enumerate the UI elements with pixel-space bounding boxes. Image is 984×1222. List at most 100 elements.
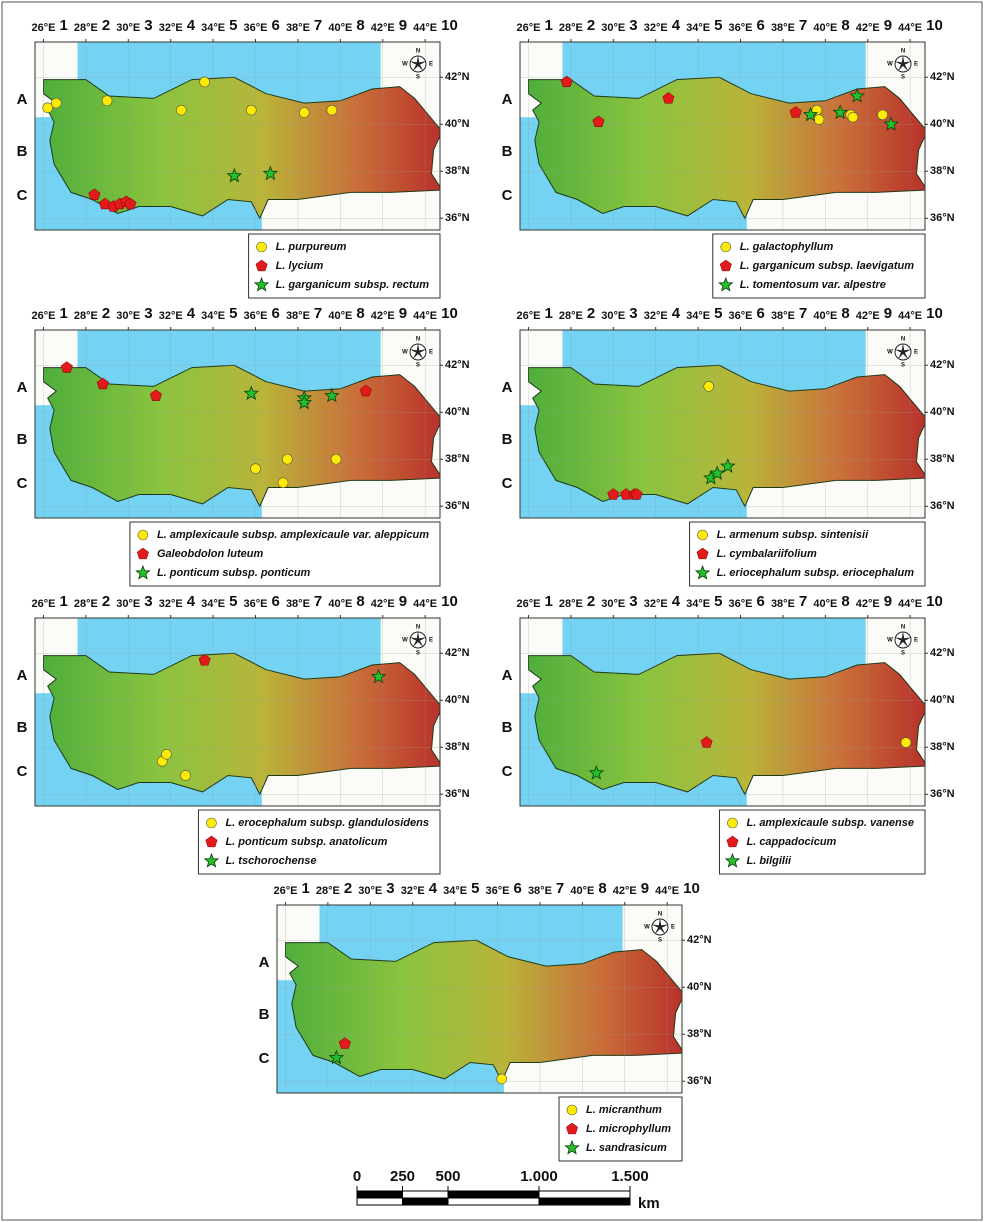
x-tick-label: 36°E [729,22,753,34]
grid-column-label: 4 [672,305,681,322]
x-tick-label: 32°E [401,885,425,897]
grid-column-label: 4 [187,17,196,34]
compass-letter: N [416,49,420,55]
x-tick-label: 42°E [371,310,395,322]
grid-column-label: 10 [683,880,700,897]
grid-column-label: 7 [556,880,564,897]
x-tick-label: 30°E [116,310,140,322]
grid-column-label: 9 [884,305,892,322]
grid-column-label: 5 [471,880,479,897]
y-tick-label: 36°N [445,212,470,224]
grid-column-label: 4 [672,17,681,34]
x-tick-label: 34°E [201,22,225,34]
scale-label: 1.000 [520,1168,558,1185]
map-panel: 26°E28°E30°E32°E34°E36°E38°E40°E42°E44°E… [502,17,955,298]
y-tick-label: 42°N [445,71,470,83]
scale-label: 0 [353,1168,361,1185]
marker-circle [181,770,191,780]
y-tick-label: 42°N [930,647,955,659]
grid-column-label: 8 [841,593,849,610]
map-area [33,40,442,232]
map-panel: 26°E28°E30°E32°E34°E36°E38°E40°E42°E44°E… [17,17,470,298]
map-panel: 26°E28°E30°E32°E34°E36°E38°E40°E42°E44°E… [259,880,712,1161]
x-tick-label: 28°E [559,598,583,610]
grid-row-label: C [17,187,28,204]
compass-letter: W [887,638,893,644]
x-tick-label: 26°E [31,598,55,610]
x-tick-label: 42°E [856,310,880,322]
scale-segment [539,1198,630,1205]
scale-label: 250 [390,1168,415,1185]
x-tick-label: 32°E [644,598,668,610]
y-tick-label: 40°N [687,981,712,993]
y-tick-label: 36°N [445,788,470,800]
legend: L. purpureumL. lyciumL. garganicum subsp… [249,234,440,298]
compass-letter: W [402,350,408,356]
map-area [518,40,927,232]
grid-column-label: 8 [598,880,606,897]
grid-column-label: 10 [926,17,943,34]
x-tick-label: 44°E [898,310,922,322]
compass-letter: W [644,925,650,931]
legend-label: L. garganicum subsp. laevigatum [740,260,914,272]
grid-row-label: C [502,763,513,780]
x-tick-label: 36°E [244,598,268,610]
grid-column-label: 7 [799,305,807,322]
map-panel: 26°E28°E30°E32°E34°E36°E38°E40°E42°E44°E… [17,593,470,874]
grid-column-label: 3 [629,593,637,610]
y-tick-label: 36°N [445,500,470,512]
y-tick-label: 36°N [930,500,955,512]
legend-marker [257,242,267,252]
map-area [518,616,927,808]
x-tick-label: 26°E [516,598,540,610]
x-tick-label: 30°E [601,598,625,610]
grid-column-label: 2 [587,593,595,610]
grid-column-label: 10 [441,593,458,610]
grid-column-label: 6 [757,17,765,34]
x-tick-label: 44°E [898,598,922,610]
y-tick-label: 42°N [930,359,955,371]
x-tick-label: 38°E [771,310,795,322]
grid-column-label: 2 [344,880,352,897]
grid-column-label: 5 [229,593,237,610]
x-tick-label: 28°E [559,310,583,322]
map-area [33,616,442,808]
x-tick-label: 42°E [371,22,395,34]
x-tick-label: 28°E [316,885,340,897]
grid-column-label: 10 [926,305,943,322]
grid-column-label: 8 [841,17,849,34]
grid-column-label: 3 [629,17,637,34]
compass-letter: N [658,912,662,918]
x-tick-label: 40°E [328,310,352,322]
grid-row-label: B [17,719,28,736]
compass-letter: S [658,938,662,944]
grid-row-label: B [17,431,28,448]
grid-column-label: 9 [884,17,892,34]
grid-column-label: 5 [229,17,237,34]
x-tick-label: 42°E [371,598,395,610]
grid-column-label: 9 [884,593,892,610]
compass-letter: N [416,337,420,343]
grid-row-label: C [502,187,513,204]
marker-circle [299,108,309,118]
x-tick-label: 42°E [856,22,880,34]
marker-circle [200,77,210,87]
map-panel: 26°E28°E30°E32°E34°E36°E38°E40°E42°E44°E… [502,305,955,586]
grid-column-label: 8 [356,593,364,610]
compass-letter: E [671,925,675,931]
marker-circle [848,112,858,122]
x-tick-label: 32°E [644,310,668,322]
legend: L. armenum subsp. sintenisiiL. cymbalari… [690,522,925,586]
map-panel: 26°E28°E30°E32°E34°E36°E38°E40°E42°E44°E… [502,593,955,874]
x-tick-label: 44°E [898,22,922,34]
x-tick-label: 34°E [201,598,225,610]
grid-column-label: 9 [399,593,407,610]
marker-circle [327,105,337,115]
compass-letter: E [429,638,433,644]
y-tick-label: 38°N [930,741,955,753]
grid-column-label: 1 [59,305,67,322]
compass-letter: W [402,62,408,68]
